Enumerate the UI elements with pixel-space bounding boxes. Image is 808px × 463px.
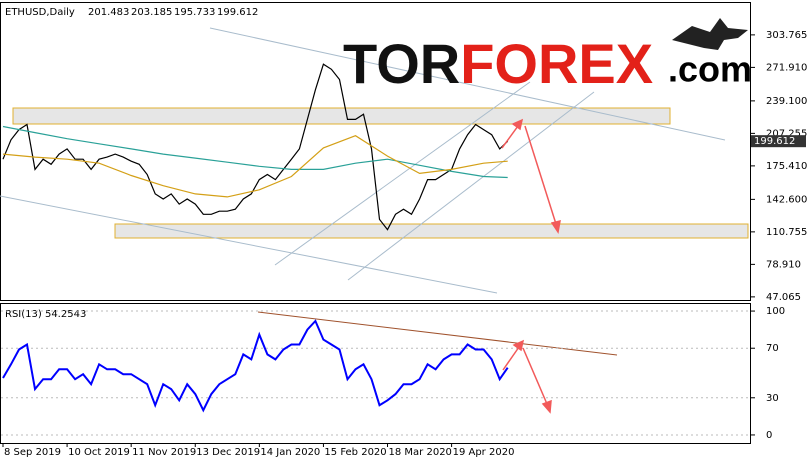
arrow-head <box>550 219 561 234</box>
price-line <box>2 63 509 231</box>
ohlc-high: 203.185 <box>131 7 172 18</box>
y-tick-label: 207.255 <box>766 128 807 139</box>
x-tick-label: 10 Oct 2019 <box>68 447 130 458</box>
moving-average <box>2 125 508 179</box>
y-tick-label: 142.600 <box>766 194 807 205</box>
plot-layer <box>1 63 750 436</box>
logo-bull <box>672 18 748 50</box>
arrow-head <box>511 118 524 131</box>
y-tick-label: 47.065 <box>766 292 801 303</box>
arrow <box>524 125 557 225</box>
arrow <box>522 347 548 405</box>
moving-average <box>2 135 508 198</box>
trend-line <box>0 195 498 294</box>
arrow <box>502 346 520 371</box>
symbol: ETHUSD,Daily <box>5 7 75 18</box>
trend-line <box>274 81 531 266</box>
y-tick-label: 0 <box>766 430 772 441</box>
x-tick-label: 18 Mar 2020 <box>389 447 452 458</box>
y-tick-label: 100 <box>766 306 785 317</box>
support-zone <box>114 223 749 239</box>
ohlc-open: 201.483 <box>88 7 129 18</box>
trend-line <box>347 91 595 281</box>
last-price-label: 199.612 <box>754 136 795 147</box>
logo-text: TORFOREX <box>343 32 653 95</box>
rsi-line <box>2 319 509 413</box>
logo-forex: FOREX <box>460 32 653 95</box>
x-tick-label: 11 Nov 2019 <box>132 447 196 458</box>
y-tick-label: 30 <box>766 393 779 404</box>
ohlc-close: 199.612 <box>217 7 258 18</box>
logo-tor: TOR <box>343 32 460 95</box>
x-tick-label: 15 Feb 2020 <box>324 447 386 458</box>
logo-com: .com <box>668 49 752 90</box>
arrow-head <box>512 339 525 352</box>
y-tick-label: 303.765 <box>766 30 807 41</box>
y-tick-label: 175.410 <box>766 161 807 172</box>
price-panel <box>0 2 751 301</box>
rsi-panel <box>0 303 751 444</box>
y-tick-label: 239.100 <box>766 96 807 107</box>
y-tick-label: 271.910 <box>766 62 807 73</box>
y-tick-label: 110.755 <box>766 227 807 238</box>
channel-lines <box>0 27 726 294</box>
logo: TORFOREX .com <box>343 18 752 95</box>
x-tick-label: 13 Dec 2019 <box>196 447 260 458</box>
rsi-title: RSI(13) 54.2543 <box>5 309 86 320</box>
arrow <box>501 125 519 149</box>
x-tick-label: 8 Sep 2019 <box>4 447 61 458</box>
forecast-arrows <box>501 118 561 414</box>
arrow-head <box>541 399 552 414</box>
resistance-zone <box>12 107 671 125</box>
ohlc-low: 195.733 <box>174 7 215 18</box>
x-tick-label: 14 Jan 2020 <box>260 447 320 458</box>
trend-line <box>209 27 726 141</box>
last-price-box <box>751 135 806 148</box>
y-tick-label: 70 <box>766 343 779 354</box>
x-tick-label: 19 Apr 2020 <box>453 447 515 458</box>
y-tick-label: 78.910 <box>766 259 801 270</box>
